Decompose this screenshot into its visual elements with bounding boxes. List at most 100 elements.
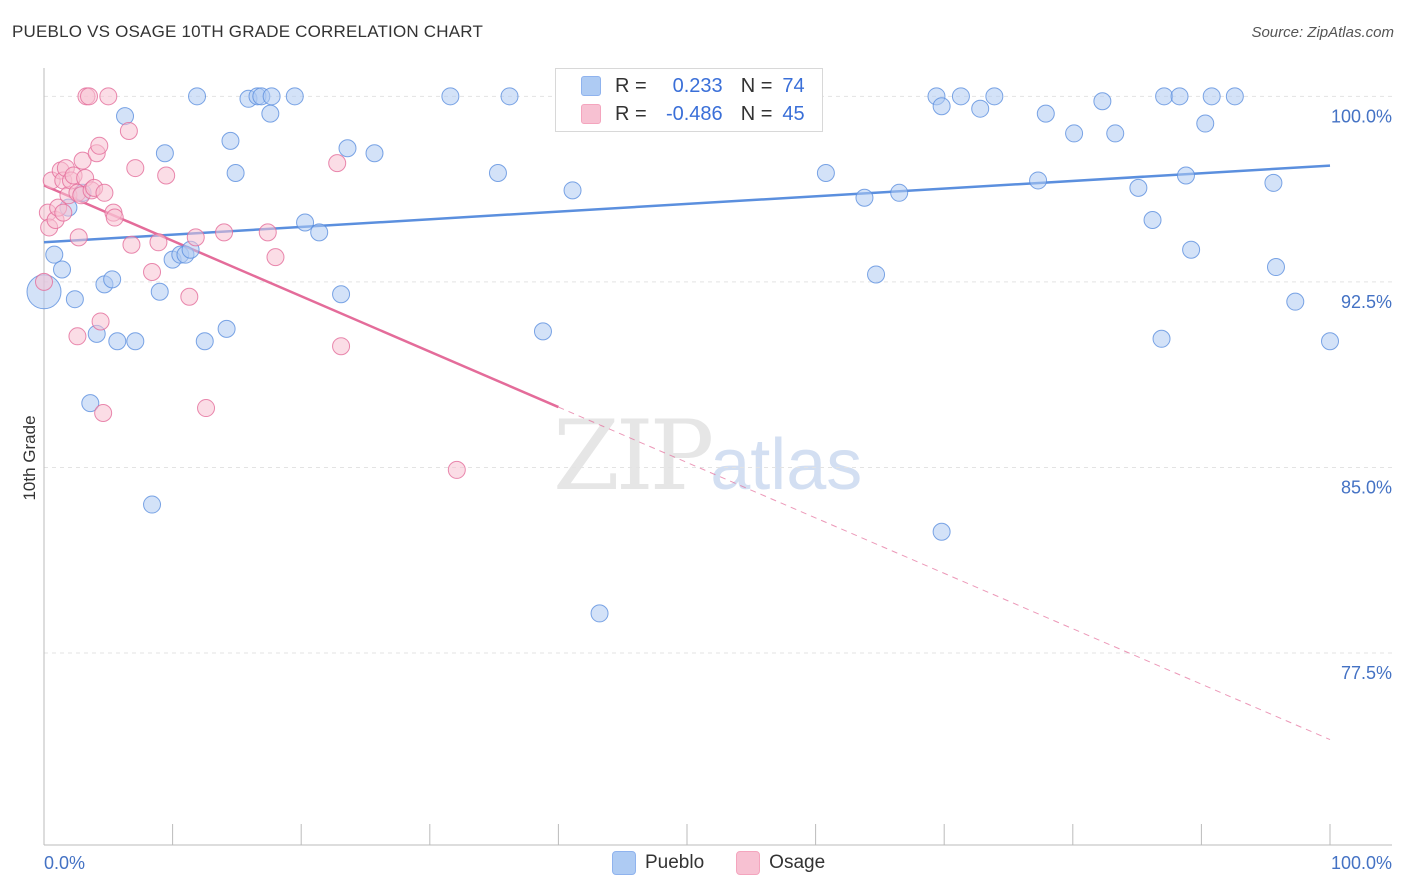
osage-point [119, 121, 138, 140]
pueblo-point [217, 319, 236, 338]
pueblo-point [1036, 104, 1055, 123]
osage-point [54, 203, 73, 222]
osage-point [105, 208, 124, 227]
pueblo-point [951, 87, 970, 106]
pueblo-point [188, 87, 207, 106]
osage-point [73, 151, 92, 170]
osage-point [180, 287, 199, 306]
osage-r-value: -0.486 [665, 102, 723, 125]
osage-point [149, 233, 168, 252]
series-legend: Pueblo Osage [612, 851, 825, 875]
pueblo-r-label: R = [615, 74, 647, 97]
legend-row-pueblo: R = 0.233 N = 74 [556, 73, 805, 99]
pueblo-point [855, 188, 874, 207]
osage-point [186, 228, 205, 247]
pueblo-point [1225, 87, 1244, 106]
pueblo-point [1266, 258, 1285, 277]
pueblo-point [488, 164, 507, 183]
source-credit: Source: ZipAtlas.com [1251, 24, 1394, 41]
watermark-zip: ZIP [553, 400, 714, 512]
pueblo-point [1093, 92, 1112, 111]
watermark: ZIPatlas [553, 400, 862, 512]
pueblo-point [1176, 166, 1195, 185]
pueblo-n-label: N = [740, 74, 773, 97]
pueblo-point [985, 87, 1004, 106]
series-pueblo [26, 87, 1339, 623]
pueblo-point [65, 290, 84, 309]
osage-point [157, 166, 176, 185]
osage-point [95, 183, 114, 202]
pueblo-point [195, 332, 214, 351]
pueblo-point [155, 144, 174, 163]
pueblo-point [1129, 178, 1148, 197]
pueblo-point [890, 183, 909, 202]
pueblo-point [563, 181, 582, 200]
pueblo-point [1202, 87, 1221, 106]
pueblo-point [1106, 124, 1125, 143]
chart-title: PUEBLO VS OSAGE 10TH GRADE CORRELATION C… [12, 22, 484, 41]
pueblo-point [1182, 240, 1201, 259]
pueblo-point [310, 223, 329, 242]
osage-point [91, 312, 110, 331]
pueblo-point [533, 322, 552, 341]
pueblo-point [1196, 114, 1215, 133]
osage-point [447, 460, 466, 479]
pueblo-point [816, 164, 835, 183]
pueblo-point [1143, 211, 1162, 230]
osage-n-value: 45 [782, 102, 805, 125]
osage-point [90, 136, 109, 155]
pueblo-point [108, 332, 127, 351]
pueblo-point [126, 332, 145, 351]
pueblo-point [81, 394, 100, 413]
axes [43, 68, 1392, 846]
legend-row-osage: R = -0.486 N = 45 [556, 101, 805, 127]
legend-pueblo-label: Pueblo [645, 852, 705, 873]
osage-r-label: R = [615, 102, 647, 125]
stats-legend: R = 0.233 N = 74 R = -0.486 N = 45 [555, 68, 823, 132]
pueblo-point [932, 522, 951, 541]
pueblo-point [116, 107, 135, 126]
pueblo-point [1321, 332, 1339, 351]
pueblo-point [867, 265, 886, 284]
pueblo-point [441, 87, 460, 106]
pueblo-point [285, 87, 304, 106]
osage-point [126, 159, 145, 178]
osage-point [143, 262, 162, 281]
y-tick-label: 100.0% [1331, 106, 1392, 126]
osage-point [215, 223, 234, 242]
pueblo-point [261, 104, 280, 123]
pueblo-r-value: 0.233 [672, 74, 723, 97]
pueblo-point [332, 285, 351, 304]
x-tick-label-start: 0.0% [44, 853, 85, 873]
y-axis-title: 10th Grade [20, 415, 39, 500]
osage-point [35, 272, 53, 291]
osage-point [68, 327, 87, 346]
osage-point [258, 223, 277, 242]
osage-point [94, 404, 113, 423]
pueblo-point [262, 87, 281, 106]
pueblo-point [150, 282, 169, 301]
pueblo-point [1170, 87, 1189, 106]
x-tick-label-end: 100.0% [1331, 853, 1392, 873]
pueblo-swatch [581, 76, 601, 96]
osage-trend-extension [558, 406, 1331, 741]
pueblo-point [338, 139, 357, 158]
pueblo-point [1029, 171, 1048, 190]
pueblo-point [1155, 87, 1174, 106]
series-osage [35, 87, 466, 479]
pueblo-point [590, 604, 609, 623]
osage-point [332, 337, 351, 356]
tick-labels: 77.5% 85.0% 92.5% 100.0% 0.0% 100.0% 10th Grad… [20, 106, 1392, 873]
legend-osage-label: Osage [769, 852, 826, 873]
pueblo-trend-line [43, 164, 1331, 244]
pueblo-point [296, 213, 315, 232]
osage-point [197, 399, 216, 418]
legend-pueblo-swatch [612, 851, 636, 875]
watermark-atlas: atlas [710, 425, 863, 505]
y-tick-label: 77.5% [1341, 663, 1392, 683]
pueblo-point [971, 99, 990, 118]
pueblo-point [221, 131, 240, 150]
pueblo-point [1152, 329, 1171, 348]
osage-point [328, 154, 347, 173]
